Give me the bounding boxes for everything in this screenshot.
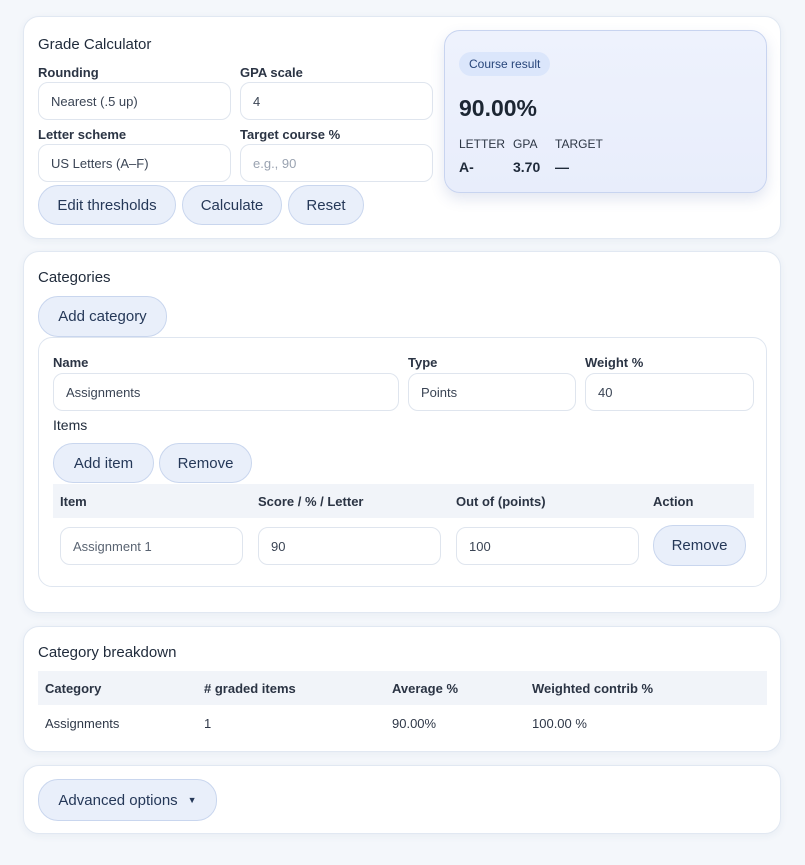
header-category: Category xyxy=(45,681,102,696)
calculator-title: Grade Calculator xyxy=(38,36,152,53)
category-type-select[interactable]: Points xyxy=(408,373,576,411)
add-item-button[interactable]: Add item xyxy=(53,443,154,483)
target-heading: TARGET xyxy=(555,137,603,151)
header-score: Score / % / Letter xyxy=(258,494,364,509)
item-score-input[interactable]: 90 xyxy=(258,527,441,565)
items-label: Items xyxy=(53,417,88,433)
breakdown-weighted-cell: 100.00 % xyxy=(532,716,587,731)
course-result-panel: Course result 90.00% LETTER GPA TARGET A… xyxy=(444,30,767,193)
edit-thresholds-button[interactable]: Edit thresholds xyxy=(38,185,176,225)
header-average: Average % xyxy=(392,681,458,696)
calculate-button[interactable]: Calculate xyxy=(182,185,282,225)
category-editor: Name Assignments Type Points Weight % 40… xyxy=(38,337,767,587)
rounding-select[interactable]: Nearest (.5 up) xyxy=(38,82,231,120)
course-result-badge: Course result xyxy=(459,52,551,76)
header-out-of: Out of (points) xyxy=(456,494,546,509)
caret-down-icon: ▼ xyxy=(187,795,197,805)
letter-heading: LETTER xyxy=(459,137,506,151)
target-value: — xyxy=(555,159,569,175)
gpa-scale-label: GPA scale xyxy=(240,65,303,80)
breakdown-average-cell: 90.00% xyxy=(392,716,437,731)
remove-item-button[interactable]: Remove xyxy=(653,525,746,566)
items-table-header: Item Score / % / Letter Out of (points) … xyxy=(53,484,754,518)
reset-button[interactable]: Reset xyxy=(288,185,364,225)
item-name-input[interactable]: Assignment 1 xyxy=(60,527,243,565)
remove-category-button[interactable]: Remove xyxy=(159,443,252,483)
category-name-input[interactable]: Assignments xyxy=(53,373,399,411)
gpa-heading: GPA xyxy=(513,137,538,151)
breakdown-category-cell: Assignments xyxy=(45,716,120,731)
category-weight-label: Weight % xyxy=(585,355,644,370)
letter-value: A- xyxy=(459,159,474,175)
categories-title: Categories xyxy=(38,269,111,286)
breakdown-title: Category breakdown xyxy=(38,644,177,661)
gpa-scale-input[interactable]: 4 xyxy=(240,82,433,120)
advanced-options-card: Advanced options ▼ xyxy=(23,765,781,834)
header-graded-items: # graded items xyxy=(204,681,296,696)
categories-card: Categories Add category Name Assignments… xyxy=(23,251,781,613)
add-category-button[interactable]: Add category xyxy=(38,296,167,337)
advanced-options-label: Advanced options xyxy=(58,791,178,809)
course-percent: 90.00% xyxy=(459,95,538,121)
breakdown-graded-cell: 1 xyxy=(204,716,212,731)
target-course-label: Target course % xyxy=(240,127,341,142)
header-item: Item xyxy=(60,494,87,509)
category-weight-input[interactable]: 40 xyxy=(585,373,754,411)
target-course-input[interactable]: e.g., 90 xyxy=(240,144,433,182)
breakdown-table-header: Category # graded items Average % Weight… xyxy=(38,671,767,705)
gpa-value: 3.70 xyxy=(513,159,541,175)
letter-scheme-label: Letter scheme xyxy=(38,127,127,142)
header-action: Action xyxy=(653,494,694,509)
category-type-label: Type xyxy=(408,355,438,370)
rounding-label: Rounding xyxy=(38,65,99,80)
letter-scheme-select[interactable]: US Letters (A–F) xyxy=(38,144,231,182)
category-breakdown-card: Category breakdown Category # graded ite… xyxy=(23,626,781,752)
item-out-of-input[interactable]: 100 xyxy=(456,527,639,565)
header-weighted-contrib: Weighted contrib % xyxy=(532,681,654,696)
category-name-label: Name xyxy=(53,355,89,370)
advanced-options-toggle[interactable]: Advanced options ▼ xyxy=(38,779,217,821)
